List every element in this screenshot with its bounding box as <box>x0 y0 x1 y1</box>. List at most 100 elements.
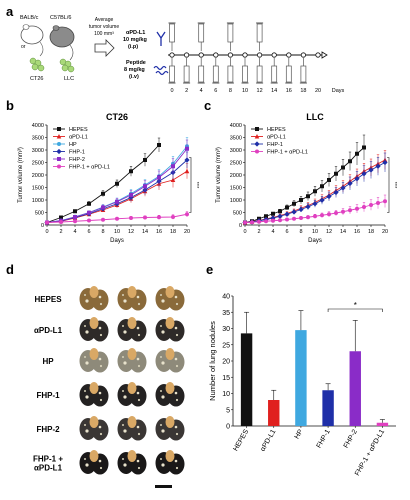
ct26-growth-chart: CT26 0 500 1000 1500 2000 2500 3000 3500 4000 0 2 4 6… <box>18 112 199 244</box>
x-axis-label: Days <box>110 238 124 244</box>
chart-title: CT26 <box>106 112 128 122</box>
x-tick-label: αPD-L1 <box>259 428 277 452</box>
y-tick-label: 0 <box>226 424 230 431</box>
data-point <box>284 211 290 217</box>
data-point <box>313 189 317 194</box>
data-point <box>87 218 91 223</box>
timeline-day-dot <box>256 52 263 58</box>
x-tick-label: 14 <box>142 229 148 235</box>
lung-specimen-image <box>117 347 147 373</box>
data-point <box>355 206 359 211</box>
y-tick-label: 0 <box>41 223 44 229</box>
data-point <box>361 171 367 177</box>
syringe-icon <box>256 65 263 83</box>
y-tick-label: 3000 <box>230 148 242 154</box>
x-tick-label: 16 <box>156 229 162 235</box>
y-tick-label: 1500 <box>230 186 242 192</box>
syringe-icon <box>285 65 292 83</box>
y-tick-label: 500 <box>35 211 44 217</box>
data-point <box>129 193 133 197</box>
series-line <box>46 159 188 223</box>
x-tick-label: 2 <box>257 229 260 235</box>
y-tick-label: 3000 <box>32 148 44 154</box>
y-tick-label: 500 <box>233 211 242 217</box>
x-tick-label: 20 <box>382 229 388 235</box>
lung-nodule-bar-chart: 0 5 10 15 20 25 30 35 40 Number of lung nodules HE… <box>208 294 396 477</box>
syringe-icon <box>256 23 263 43</box>
timeline-day-dot <box>169 52 175 58</box>
legend-label: FHP-2 <box>69 157 85 163</box>
chart-title: LLC <box>306 112 324 122</box>
data-point <box>254 141 260 147</box>
y-tick-label: 4000 <box>32 123 44 129</box>
data-point <box>306 215 310 220</box>
x-tick-label: 20 <box>184 229 190 235</box>
x-tick-label: 6 <box>285 229 288 235</box>
lung-row-label: HP <box>42 357 54 366</box>
x-tick-label: FHP-2 <box>343 428 359 449</box>
lung-row-label: FHP-2 <box>36 425 60 434</box>
data-point <box>59 215 63 220</box>
x-tick-label: 4 <box>73 229 76 235</box>
data-point <box>157 143 161 147</box>
legend-label: FHP-1 + αPD-L1 <box>267 150 308 156</box>
y-tick-label: 2500 <box>32 161 44 167</box>
y-tick-label: 3500 <box>32 136 44 142</box>
y-axis-label: Number of lung nodules <box>208 321 217 401</box>
data-point <box>73 215 77 219</box>
x-tick-label: 8 <box>299 229 302 235</box>
y-tick-label: 1000 <box>32 198 44 204</box>
data-point <box>87 201 91 206</box>
y-tick-label: 3500 <box>230 136 242 142</box>
data-point <box>348 159 352 164</box>
timeline-day-dot <box>184 52 190 58</box>
y-tick-label: 30 <box>222 326 230 333</box>
lung-specimen-image <box>155 347 185 373</box>
x-tick-label: 10 <box>312 229 318 235</box>
syringe-icon <box>300 65 307 83</box>
timeline-day-dot <box>213 52 219 58</box>
data-point <box>375 163 381 169</box>
data-point <box>292 201 296 206</box>
y-tick-label: 2000 <box>32 173 44 179</box>
ct26-label: CT26 <box>30 76 43 82</box>
data-point <box>115 199 119 204</box>
timeline-unit-label: Days <box>332 88 345 94</box>
data-point <box>285 217 289 222</box>
data-point <box>327 178 331 182</box>
x-tick-label: 2 <box>59 229 62 235</box>
x-tick-label: 18 <box>170 229 176 235</box>
llc-growth-chart: LLC 0 500 1000 1500 2000 2500 3000 3500 4000 0 2 4 6 8… <box>216 112 397 244</box>
data-point <box>129 216 133 220</box>
lung-specimen-image <box>79 347 109 373</box>
data-point <box>362 205 366 209</box>
panel-label-c: c <box>204 98 211 113</box>
data-point <box>285 205 289 210</box>
data-point <box>313 214 317 219</box>
lung-specimen-image <box>79 415 109 441</box>
y-tick-label: 15 <box>222 375 230 382</box>
x-tick-label: 14 <box>340 229 346 235</box>
data-point <box>57 142 61 146</box>
timeline-day-dot <box>227 52 233 58</box>
data-point <box>299 198 303 202</box>
data-point <box>334 211 338 215</box>
data-point <box>320 184 324 189</box>
data-point <box>143 158 147 162</box>
timeline-day-dot <box>242 52 248 58</box>
data-point <box>56 148 62 155</box>
data-point <box>341 209 345 214</box>
y-tick-label: 35 <box>222 310 230 317</box>
y-tick-label: 20 <box>222 359 230 366</box>
lung-specimen-image <box>117 381 147 407</box>
timeline-day-label: 14 <box>271 88 277 94</box>
y-tick-label: 10 <box>222 391 230 398</box>
data-point <box>319 197 325 203</box>
lung-specimen-image <box>155 449 185 475</box>
antibody-label-2: 10 mg/kg <box>123 37 147 43</box>
transition-arrow-icon <box>94 39 115 57</box>
x-tick-label: HEPES <box>232 428 250 452</box>
data-point <box>255 127 259 131</box>
data-point <box>326 193 332 200</box>
